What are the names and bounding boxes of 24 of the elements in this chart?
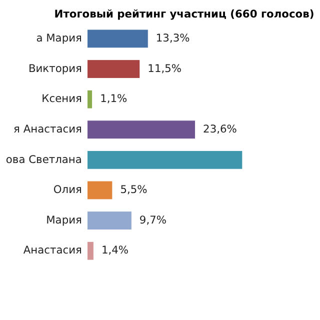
data-label: 11,5% [148,62,182,75]
data-label: 5,5% [120,183,148,196]
y-tick-label: Виктория [28,62,82,75]
data-label: 9,7% [139,213,167,226]
data-label: 23,6% [203,122,237,136]
chart-title: Итоговый рейтинг участниц (660 голосов) [54,8,314,21]
bar [87,241,94,260]
bar [87,180,113,200]
bar [87,90,93,109]
y-tick-label: ова Светлана [6,152,82,166]
y-tick-label: Ксения [42,92,82,106]
data-label: 13,3% [156,32,190,45]
bar [87,60,140,78]
bar [87,29,148,48]
bar [87,120,196,140]
y-tick-label: Анастасия [23,244,82,257]
bar [87,211,132,230]
y-tick-label: а Мария [36,32,82,45]
bar [87,150,243,170]
y-tick-label: Мария [46,213,82,226]
y-tick-label: Олия [53,183,82,196]
data-label: 1,4% [101,244,129,257]
y-tick-label: я Анастасия [14,122,82,136]
data-label: 1,1% [100,92,128,106]
